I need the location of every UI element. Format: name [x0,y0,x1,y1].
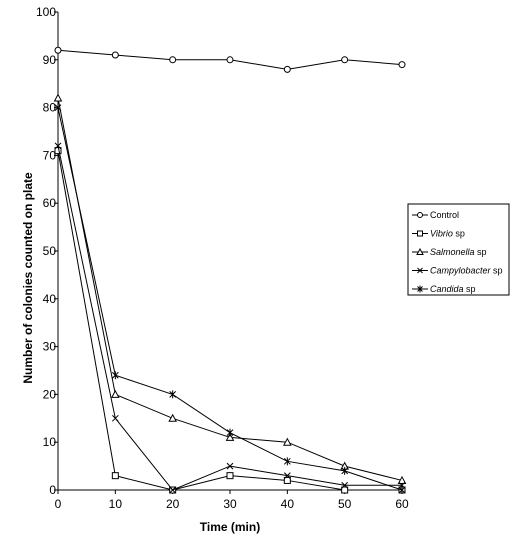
y-tick-label: 40 [43,292,57,306]
legend-label: Vibrio sp [430,229,465,239]
data-point [169,56,177,64]
data-point [169,390,177,399]
x-tick-label: 10 [109,497,123,511]
legend: Control Vibrio sp Salmonella sp Campylobact… [407,203,510,296]
series-line [57,97,403,481]
x-tick-label: 50 [338,497,352,511]
series-triangle [53,93,407,484]
data-point [283,457,291,466]
legend-marker [417,285,423,293]
y-tick-label: 60 [43,196,57,210]
y-axis-title: Number of colonies counted on plate [21,172,35,384]
data-point [53,93,63,102]
data-point [111,371,119,380]
legend-label: Candida sp [430,284,476,294]
data-point [341,56,349,64]
y-tick-label: 70 [43,148,57,162]
x-tick-label: 0 [55,497,62,511]
data-point [398,61,406,69]
data-point [283,472,291,480]
y-tick-label: 100 [36,5,56,19]
series-x [54,142,406,494]
data-point [226,472,234,480]
legend-marker [417,212,423,218]
x-tick-label: 30 [223,497,237,511]
data-point [225,432,235,441]
plot-area [53,46,407,494]
data-point [398,486,406,494]
x-tick-label: 60 [395,497,409,511]
data-point [283,476,291,484]
data-point [226,428,234,437]
data-point [54,142,62,150]
data-point [110,389,120,398]
series-circle [54,46,406,73]
y-tick-label: 0 [49,483,56,497]
legend-marker [417,230,423,237]
x-tick-label: 40 [281,497,295,511]
data-point [54,46,62,54]
y-tick-label: 30 [43,340,57,354]
data-point [54,103,62,112]
data-point [398,481,406,489]
data-point [341,486,349,494]
series-asterisk [54,103,406,494]
data-point [341,481,349,489]
data-point [341,466,349,475]
data-point [226,56,234,64]
legend-box [407,203,510,296]
data-point [111,51,119,59]
legend-item: Control [412,210,459,220]
legend-marker [417,267,423,274]
y-tick-label: 50 [43,244,57,258]
data-point [282,437,292,446]
data-point [168,413,178,422]
tick-labels: 0 10 20 30 40 50 60 70 80 90 100 0 10 20 30 40 50 60 [36,5,409,511]
data-point [283,65,291,73]
legend-label: Control [430,210,459,220]
y-tick-label: 10 [43,435,57,449]
legend-item: Campylobacter sp [412,266,503,276]
x-axis-title: Time (min) [200,520,260,534]
series-square [54,147,406,494]
y-tick-label: 80 [43,101,57,115]
legend-label: Salmonella sp [430,247,487,257]
legend-marker [416,247,424,255]
data-point [111,414,119,422]
data-point [169,486,177,494]
data-point [397,475,407,484]
data-point [111,472,119,480]
legend-item: Vibrio sp [412,229,465,239]
y-tick-label: 20 [43,387,57,401]
legend-item: Candida sp [412,284,476,294]
legend-item: Salmonella sp [412,247,487,257]
data-point [226,462,234,470]
y-tick-label: 90 [43,53,57,67]
legend-label: Campylobacter sp [430,266,503,276]
x-tick-label: 20 [166,497,180,511]
